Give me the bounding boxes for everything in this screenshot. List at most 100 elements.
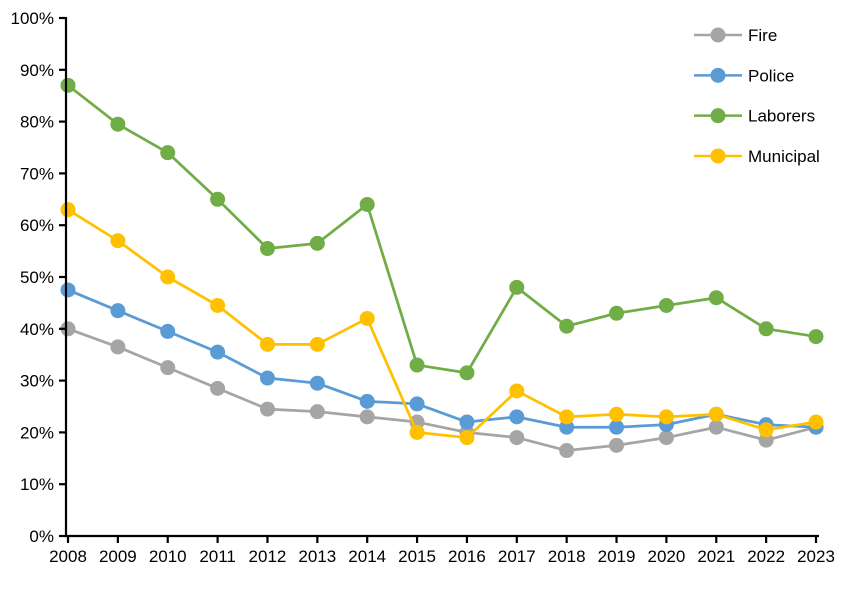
y-tick-label-100: 100% xyxy=(11,9,54,28)
data-point-municipal-2020 xyxy=(658,409,674,425)
data-point-fire-2009 xyxy=(110,339,126,355)
data-point-fire-2019 xyxy=(609,437,625,453)
data-point-police-2014 xyxy=(359,393,375,409)
series-line-police xyxy=(66,288,818,429)
data-point-municipal-2009 xyxy=(110,233,126,249)
legend-item-police: Police xyxy=(694,66,794,85)
data-point-police-2008 xyxy=(60,282,76,298)
x-tick-label-2019: 2019 xyxy=(598,547,636,566)
data-point-police-2012 xyxy=(259,370,275,386)
data-point-fire-2010 xyxy=(160,360,176,376)
data-point-municipal-2011 xyxy=(210,297,226,313)
y-tick-label-70: 70% xyxy=(20,164,54,183)
data-point-police-2019 xyxy=(609,419,625,435)
legend-label-fire: Fire xyxy=(748,26,777,45)
x-tick-label-2012: 2012 xyxy=(249,547,287,566)
data-point-police-2015 xyxy=(409,396,425,412)
data-point-fire-2013 xyxy=(309,404,325,420)
data-point-fire-2018 xyxy=(559,443,575,459)
data-point-laborers-2010 xyxy=(160,145,176,161)
legend-item-municipal: Municipal xyxy=(694,147,820,166)
data-point-fire-2011 xyxy=(210,380,226,396)
data-point-laborers-2017 xyxy=(509,279,525,295)
data-point-police-2018 xyxy=(559,419,575,435)
x-tick-label-2010: 2010 xyxy=(149,547,187,566)
data-point-municipal-2016 xyxy=(459,430,475,446)
x-tick-label-2022: 2022 xyxy=(747,547,785,566)
data-point-municipal-2017 xyxy=(509,383,525,399)
x-tick-label-2014: 2014 xyxy=(348,547,386,566)
data-point-fire-2017 xyxy=(509,430,525,446)
data-point-municipal-2012 xyxy=(259,336,275,352)
data-point-laborers-2008 xyxy=(60,77,76,93)
y-tick-label-30: 30% xyxy=(20,372,54,391)
data-point-municipal-2018 xyxy=(559,409,575,425)
y-tick-label-50: 50% xyxy=(20,268,54,287)
data-point-municipal-2015 xyxy=(409,424,425,440)
axes-group: 0% 10% 20% 30% 40% 50% 60% 70% 80% 90% 100% 2008 200… xyxy=(11,9,835,566)
data-point-laborers-2011 xyxy=(210,191,226,207)
data-point-police-2010 xyxy=(160,323,176,339)
data-point-fire-2014 xyxy=(359,409,375,425)
data-point-municipal-2022 xyxy=(758,422,774,438)
data-point-laborers-2023 xyxy=(808,329,824,345)
y-tick-label-10: 10% xyxy=(20,475,54,494)
x-tick-label-2015: 2015 xyxy=(398,547,436,566)
legend-label-laborers: Laborers xyxy=(748,107,815,126)
legend-marker-laborers xyxy=(710,108,726,124)
data-point-laborers-2015 xyxy=(409,357,425,373)
legend-marker-police xyxy=(710,67,726,83)
series-line-laborers xyxy=(66,83,818,375)
series-line-fire xyxy=(66,327,818,452)
data-point-municipal-2019 xyxy=(609,406,625,422)
x-tick-label-2020: 2020 xyxy=(647,547,685,566)
legend-marker-fire xyxy=(710,27,726,43)
data-point-laborers-2013 xyxy=(309,235,325,251)
y-tick-label-20: 20% xyxy=(20,423,54,442)
data-point-fire-2022 xyxy=(758,432,774,448)
data-point-fire-2012 xyxy=(259,401,275,417)
x-tick-label-2017: 2017 xyxy=(498,547,536,566)
y-tick-label-0: 0% xyxy=(29,527,54,546)
series-line-municipal xyxy=(66,208,818,439)
data-point-police-2013 xyxy=(309,375,325,391)
x-tick-label-2008: 2008 xyxy=(49,547,87,566)
series-municipal xyxy=(60,202,824,446)
legend-marker-municipal xyxy=(710,148,726,164)
x-tick-label-2013: 2013 xyxy=(298,547,336,566)
data-point-police-2017 xyxy=(509,409,525,425)
x-tick-label-2009: 2009 xyxy=(99,547,137,566)
data-point-municipal-2013 xyxy=(309,336,325,352)
legend: Fire Police Laborers Municipal xyxy=(694,26,820,166)
data-point-municipal-2008 xyxy=(60,202,76,218)
data-point-laborers-2020 xyxy=(658,297,674,313)
data-point-municipal-2021 xyxy=(708,406,724,422)
data-point-fire-2008 xyxy=(60,321,76,337)
y-tick-label-80: 80% xyxy=(20,113,54,132)
legend-item-laborers: Laborers xyxy=(694,107,815,126)
series-fire xyxy=(60,321,824,459)
data-point-municipal-2010 xyxy=(160,269,176,285)
x-tick-label-2018: 2018 xyxy=(548,547,586,566)
data-point-laborers-2019 xyxy=(609,305,625,321)
data-point-laborers-2022 xyxy=(758,321,774,337)
data-point-municipal-2023 xyxy=(808,414,824,430)
series-police xyxy=(60,282,824,435)
data-point-fire-2021 xyxy=(708,419,724,435)
legend-label-municipal: Municipal xyxy=(748,147,820,166)
data-point-laborers-2021 xyxy=(708,290,724,306)
legend-item-fire: Fire xyxy=(694,26,777,45)
x-tick-label-2021: 2021 xyxy=(697,547,735,566)
y-tick-label-90: 90% xyxy=(20,61,54,80)
data-point-fire-2020 xyxy=(658,430,674,446)
legend-label-police: Police xyxy=(748,66,794,85)
data-point-laborers-2016 xyxy=(459,365,475,381)
series-group xyxy=(60,77,824,459)
data-point-laborers-2014 xyxy=(359,196,375,212)
y-tick-label-60: 60% xyxy=(20,216,54,235)
x-tick-label-2023: 2023 xyxy=(797,547,835,566)
x-tick-label-2011: 2011 xyxy=(199,547,236,566)
series-laborers xyxy=(60,77,824,381)
